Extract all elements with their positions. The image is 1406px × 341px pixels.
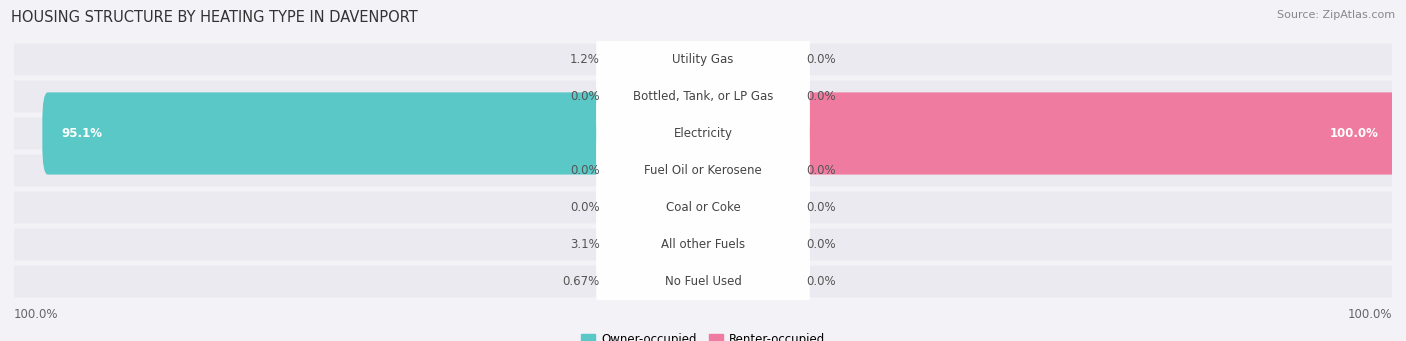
Text: Source: ZipAtlas.com: Source: ZipAtlas.com bbox=[1277, 10, 1395, 20]
Text: 100.0%: 100.0% bbox=[1329, 127, 1378, 140]
FancyBboxPatch shape bbox=[664, 240, 709, 323]
Text: 0.67%: 0.67% bbox=[562, 275, 599, 288]
Text: 0.0%: 0.0% bbox=[807, 53, 837, 66]
Text: HOUSING STRUCTURE BY HEATING TYPE IN DAVENPORT: HOUSING STRUCTURE BY HEATING TYPE IN DAV… bbox=[11, 10, 418, 25]
Text: Electricity: Electricity bbox=[673, 127, 733, 140]
Text: 0.0%: 0.0% bbox=[569, 201, 599, 214]
Text: Utility Gas: Utility Gas bbox=[672, 53, 734, 66]
FancyBboxPatch shape bbox=[42, 92, 709, 175]
FancyBboxPatch shape bbox=[664, 55, 709, 137]
FancyBboxPatch shape bbox=[697, 204, 742, 286]
Text: 100.0%: 100.0% bbox=[1347, 308, 1392, 321]
FancyBboxPatch shape bbox=[664, 166, 709, 249]
Text: Bottled, Tank, or LP Gas: Bottled, Tank, or LP Gas bbox=[633, 90, 773, 103]
FancyBboxPatch shape bbox=[596, 102, 810, 239]
Text: Coal or Coke: Coal or Coke bbox=[665, 201, 741, 214]
Text: 0.0%: 0.0% bbox=[807, 238, 837, 251]
FancyBboxPatch shape bbox=[596, 65, 810, 202]
Text: 0.0%: 0.0% bbox=[807, 90, 837, 103]
FancyBboxPatch shape bbox=[664, 18, 709, 101]
Text: 100.0%: 100.0% bbox=[14, 308, 59, 321]
Text: 0.0%: 0.0% bbox=[569, 164, 599, 177]
FancyBboxPatch shape bbox=[697, 240, 742, 323]
FancyBboxPatch shape bbox=[697, 166, 742, 249]
FancyBboxPatch shape bbox=[14, 228, 1392, 261]
Text: 95.1%: 95.1% bbox=[62, 127, 103, 140]
FancyBboxPatch shape bbox=[14, 44, 1392, 75]
FancyBboxPatch shape bbox=[596, 213, 810, 341]
FancyBboxPatch shape bbox=[697, 129, 742, 212]
Text: Fuel Oil or Kerosene: Fuel Oil or Kerosene bbox=[644, 164, 762, 177]
FancyBboxPatch shape bbox=[14, 118, 1392, 149]
FancyBboxPatch shape bbox=[596, 139, 810, 276]
Legend: Owner-occupied, Renter-occupied: Owner-occupied, Renter-occupied bbox=[576, 329, 830, 341]
FancyBboxPatch shape bbox=[14, 80, 1392, 113]
FancyBboxPatch shape bbox=[664, 129, 709, 212]
FancyBboxPatch shape bbox=[596, 28, 810, 165]
FancyBboxPatch shape bbox=[664, 204, 709, 286]
Text: 0.0%: 0.0% bbox=[807, 201, 837, 214]
FancyBboxPatch shape bbox=[697, 18, 742, 101]
Text: 1.2%: 1.2% bbox=[569, 53, 599, 66]
FancyBboxPatch shape bbox=[14, 154, 1392, 187]
FancyBboxPatch shape bbox=[697, 92, 1398, 175]
Text: No Fuel Used: No Fuel Used bbox=[665, 275, 741, 288]
Text: All other Fuels: All other Fuels bbox=[661, 238, 745, 251]
FancyBboxPatch shape bbox=[697, 55, 742, 137]
Text: 3.1%: 3.1% bbox=[569, 238, 599, 251]
Text: 0.0%: 0.0% bbox=[807, 164, 837, 177]
FancyBboxPatch shape bbox=[596, 0, 810, 128]
FancyBboxPatch shape bbox=[14, 192, 1392, 223]
FancyBboxPatch shape bbox=[596, 176, 810, 313]
FancyBboxPatch shape bbox=[14, 266, 1392, 297]
Text: 0.0%: 0.0% bbox=[807, 275, 837, 288]
Text: 0.0%: 0.0% bbox=[569, 90, 599, 103]
